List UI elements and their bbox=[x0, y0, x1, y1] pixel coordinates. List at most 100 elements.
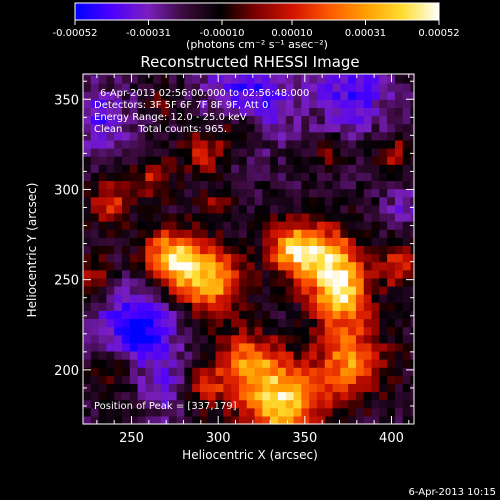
heatmap-cell bbox=[363, 277, 373, 287]
heatmap-cell bbox=[223, 334, 232, 344]
heatmap-cell bbox=[277, 285, 287, 295]
heatmap-cell bbox=[309, 245, 318, 255]
heatmap-cell bbox=[262, 407, 271, 417]
heatmap-cell bbox=[207, 188, 217, 198]
heatmap-cell bbox=[394, 245, 404, 255]
heatmap-cell bbox=[246, 277, 256, 287]
heatmap-cell bbox=[160, 342, 170, 352]
heatmap-cell bbox=[121, 188, 131, 198]
heatmap-cell bbox=[402, 359, 412, 368]
heatmap-cell bbox=[223, 83, 232, 92]
heatmap-cell bbox=[231, 383, 240, 393]
heatmap-cell bbox=[262, 115, 271, 125]
heatmap-cell bbox=[238, 107, 248, 117]
heatmap-cell bbox=[387, 221, 396, 230]
heatmap-cell bbox=[184, 107, 193, 117]
heatmap-cell bbox=[410, 245, 415, 255]
heatmap-cell bbox=[316, 196, 326, 206]
heatmap-cell bbox=[394, 180, 404, 190]
heatmap-cell bbox=[277, 294, 287, 303]
heatmap-cell bbox=[301, 115, 310, 125]
heatmap-cell bbox=[340, 156, 349, 165]
y-tick-label: 200 bbox=[54, 364, 79, 379]
heatmap-cell bbox=[270, 229, 279, 238]
heatmap-cell bbox=[394, 115, 404, 125]
heatmap-cell bbox=[231, 204, 240, 214]
heatmap-cell bbox=[394, 310, 404, 320]
heatmap-cell bbox=[355, 221, 365, 230]
heatmap-cell bbox=[387, 188, 396, 198]
heatmap-cell bbox=[207, 407, 217, 417]
heatmap-cell bbox=[160, 367, 170, 376]
heatmap-cell bbox=[176, 74, 185, 76]
heatmap-cell bbox=[309, 164, 318, 173]
heatmap-cell bbox=[184, 123, 193, 133]
heatmap-cell bbox=[199, 359, 209, 368]
heatmap-cell bbox=[153, 91, 162, 100]
heatmap-cell bbox=[223, 196, 232, 206]
heatmap-cell bbox=[394, 342, 404, 352]
heatmap-cell bbox=[363, 74, 373, 76]
heatmap-cell bbox=[184, 212, 193, 222]
heatmap-cell bbox=[238, 350, 248, 360]
heatmap-cell bbox=[324, 245, 334, 255]
heatmap-cell bbox=[184, 415, 193, 425]
heatmap-cell bbox=[168, 342, 178, 352]
heatmap-cell bbox=[340, 123, 349, 133]
heatmap-cell bbox=[262, 221, 271, 230]
heatmap-cell bbox=[332, 156, 341, 165]
heatmap-cell bbox=[270, 310, 279, 320]
heatmap-cell bbox=[83, 318, 92, 328]
heatmap-cell bbox=[192, 326, 201, 336]
heatmap-cell bbox=[293, 131, 302, 141]
heatmap-cell bbox=[285, 318, 295, 328]
heatmap-cell bbox=[238, 399, 248, 409]
colorbar-tick-label: 0.00052 bbox=[418, 28, 459, 39]
heatmap-cell bbox=[114, 326, 123, 336]
heatmap-cell bbox=[363, 212, 373, 222]
heatmap-cell bbox=[106, 115, 115, 125]
heatmap-cell bbox=[301, 99, 310, 108]
heatmap-cell bbox=[137, 237, 146, 246]
heatmap-cell bbox=[262, 83, 271, 92]
heatmap-cell bbox=[301, 91, 310, 100]
heatmap-cell bbox=[199, 415, 209, 425]
heatmap-cell bbox=[223, 188, 232, 198]
heatmap-cell bbox=[137, 74, 146, 84]
heatmap-cell bbox=[246, 229, 256, 238]
heatmap-cell bbox=[394, 375, 404, 385]
heatmap-cell bbox=[192, 294, 201, 303]
heatmap-cell bbox=[114, 294, 123, 303]
heatmap-cell bbox=[90, 131, 100, 141]
heatmap-cell bbox=[199, 172, 209, 182]
heatmap-cell bbox=[254, 245, 263, 255]
heatmap-cell bbox=[402, 310, 412, 320]
heatmap-cell bbox=[238, 221, 248, 230]
heatmap-cell bbox=[168, 74, 178, 76]
heatmap-cell bbox=[176, 334, 185, 344]
heatmap-cell bbox=[137, 74, 146, 76]
heatmap-cell bbox=[129, 74, 139, 84]
heatmap-cell bbox=[371, 212, 380, 222]
heatmap-cell bbox=[270, 318, 279, 328]
heatmap-cell bbox=[114, 261, 123, 271]
heatmap-cell bbox=[316, 294, 326, 303]
heatmap-cell bbox=[309, 74, 318, 76]
heatmap-cell bbox=[410, 367, 415, 376]
heatmap-cell bbox=[192, 391, 201, 401]
heatmap-cell bbox=[207, 164, 217, 173]
heatmap-cell bbox=[309, 367, 318, 376]
heatmap-cell bbox=[277, 74, 287, 76]
heatmap-cell bbox=[121, 196, 131, 206]
heatmap-cell bbox=[332, 318, 341, 328]
heatmap-cell bbox=[410, 180, 415, 190]
heatmap-cell bbox=[153, 415, 162, 425]
heatmap-cell bbox=[215, 83, 224, 92]
heatmap-cell bbox=[270, 383, 279, 393]
heatmap-cell bbox=[285, 261, 295, 271]
colorbar-ticks: -0.00052 -0.00031 -0.00010 0.00010 0.00031 0.… bbox=[53, 20, 460, 39]
heatmap-cell bbox=[363, 359, 373, 368]
heatmap-cell bbox=[207, 245, 217, 255]
heatmap-cell bbox=[355, 164, 365, 173]
heatmap-cell bbox=[410, 83, 415, 92]
